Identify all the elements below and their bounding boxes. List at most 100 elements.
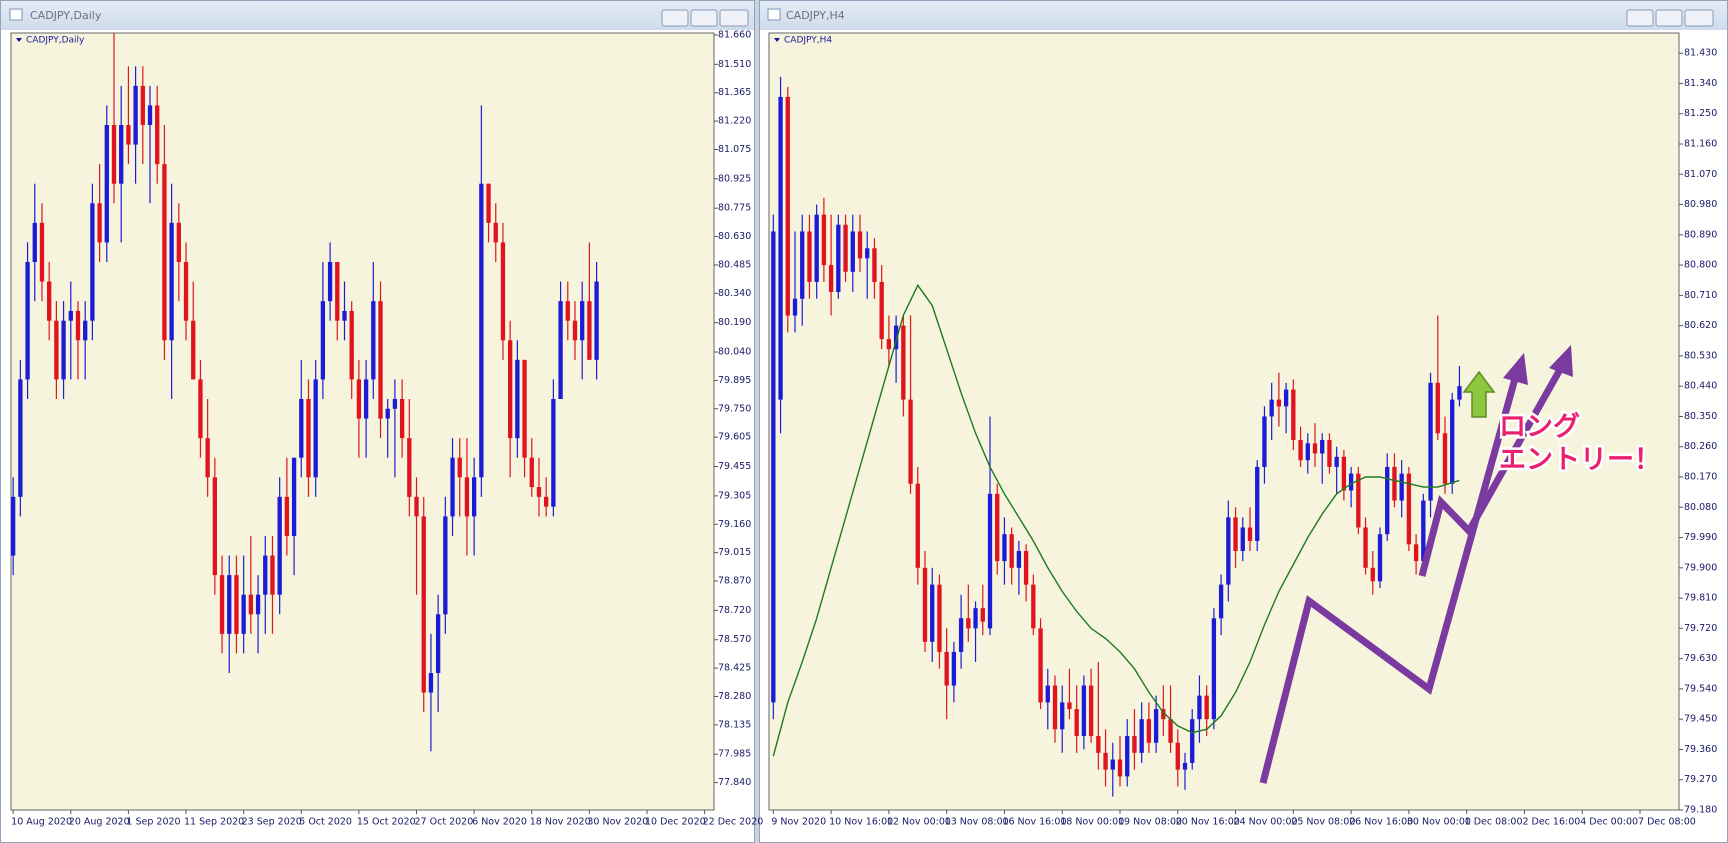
y-tick-label: 81.510 bbox=[718, 59, 751, 70]
candle-body bbox=[785, 96, 790, 316]
y-tick-label: 80.800 bbox=[1684, 260, 1717, 271]
candle-body bbox=[1081, 685, 1087, 736]
annotations: ロング エントリー！ bbox=[1259, 345, 1664, 784]
candle-body bbox=[104, 124, 109, 243]
x-tick-label: 22 Dec 2020 bbox=[703, 817, 764, 828]
y-tick-label: 79.605 bbox=[718, 432, 751, 443]
y-tick-label: 79.305 bbox=[718, 490, 751, 501]
y-tick-label: 80.485 bbox=[718, 259, 751, 270]
candle-body bbox=[1146, 719, 1152, 743]
y-tick-label: 81.250 bbox=[1684, 108, 1717, 119]
candle-body bbox=[879, 281, 884, 340]
candle-body bbox=[378, 301, 383, 419]
x-tick-label: 15 Oct 2020 bbox=[357, 817, 416, 828]
candle-body bbox=[1038, 628, 1043, 703]
candle-body bbox=[493, 222, 498, 243]
minimize-button[interactable] bbox=[1626, 9, 1654, 27]
candle-body bbox=[248, 594, 254, 615]
y-tick-label: 81.075 bbox=[718, 144, 751, 155]
y-tick-label: 79.015 bbox=[718, 547, 751, 558]
candle-body bbox=[915, 483, 920, 568]
candle-body bbox=[1327, 440, 1332, 467]
y-tick-label: 79.540 bbox=[1684, 683, 1717, 694]
arrow-head bbox=[1503, 353, 1528, 385]
candle-body bbox=[980, 608, 985, 622]
candle-body bbox=[176, 222, 181, 262]
y-tick-label: 80.350 bbox=[1684, 411, 1717, 422]
candle-body bbox=[522, 359, 527, 458]
x-tick-label: 10 Dec 2020 bbox=[645, 817, 706, 828]
candle-body bbox=[937, 584, 942, 652]
candle-body bbox=[1031, 584, 1036, 629]
candle-body bbox=[1341, 456, 1347, 491]
x-tick-label: 26 Nov 16:00 bbox=[1349, 817, 1413, 828]
candle-body bbox=[551, 398, 556, 507]
candle-body bbox=[951, 651, 957, 686]
candle-body bbox=[1247, 527, 1253, 541]
candle-body bbox=[987, 493, 993, 629]
x-tick-label: 13 Nov 08:00 bbox=[945, 817, 1009, 828]
y-tick-label: 80.630 bbox=[718, 231, 751, 242]
x-tick-label: 10 Nov 16:00 bbox=[829, 817, 893, 828]
candle-body bbox=[435, 614, 441, 673]
y-tick-label: 81.365 bbox=[718, 87, 751, 98]
candle-body bbox=[565, 301, 570, 321]
close-button[interactable] bbox=[1684, 9, 1714, 27]
y-tick-label: 81.660 bbox=[718, 29, 751, 40]
candle-body bbox=[299, 398, 304, 458]
candle-body bbox=[342, 310, 347, 321]
candles bbox=[11, 33, 599, 752]
window-icon bbox=[767, 8, 781, 21]
candle-body bbox=[1067, 702, 1072, 710]
y-tick-label: 80.775 bbox=[718, 203, 751, 214]
candle-body bbox=[147, 105, 153, 125]
candle-body bbox=[1096, 736, 1101, 753]
candle-body bbox=[1298, 440, 1303, 461]
close-button[interactable] bbox=[719, 9, 749, 27]
y-tick-label: 81.070 bbox=[1684, 169, 1717, 180]
candle-body bbox=[944, 651, 949, 686]
candle-body bbox=[335, 261, 340, 321]
candle-body bbox=[291, 457, 297, 536]
candle-body bbox=[32, 222, 37, 262]
candle-body bbox=[407, 438, 412, 497]
candle-body bbox=[1312, 443, 1318, 454]
y-tick-label: 81.430 bbox=[1684, 48, 1717, 59]
maximize-button[interactable] bbox=[1655, 9, 1683, 27]
candle-body bbox=[814, 214, 819, 282]
candle-body bbox=[1305, 443, 1310, 461]
candle-body bbox=[973, 608, 978, 629]
candle-body bbox=[212, 477, 218, 576]
x-tick-label: 1 Dec 08:00 bbox=[1465, 817, 1523, 828]
candle-body bbox=[191, 320, 196, 380]
maximize-button[interactable] bbox=[690, 9, 718, 27]
x-tick-label: 1 Sep 2020 bbox=[126, 817, 180, 828]
candle-body bbox=[1182, 762, 1188, 770]
candle-body bbox=[1190, 719, 1195, 763]
candle-body bbox=[836, 224, 841, 292]
candle-body bbox=[966, 618, 971, 629]
x-tick-label: 6 Nov 2020 bbox=[472, 817, 527, 828]
candle-body bbox=[1348, 473, 1354, 491]
candles bbox=[771, 76, 1462, 797]
candle-body bbox=[1385, 466, 1390, 535]
candle-body bbox=[270, 555, 275, 595]
candle-body bbox=[111, 124, 117, 184]
candle-body bbox=[922, 567, 928, 642]
candle-body bbox=[219, 575, 225, 634]
candle-body bbox=[1283, 389, 1289, 407]
candle-body bbox=[1320, 440, 1325, 454]
candle-body bbox=[1255, 466, 1260, 541]
y-tick-label: 81.220 bbox=[718, 116, 751, 127]
candle-body bbox=[1226, 517, 1231, 585]
candle-body bbox=[198, 379, 203, 439]
candle-body bbox=[464, 477, 470, 517]
candle-body bbox=[1125, 736, 1130, 777]
candle-body bbox=[234, 575, 239, 634]
candle-body bbox=[39, 222, 45, 282]
candle-body bbox=[544, 496, 549, 507]
candle-body bbox=[807, 231, 812, 282]
minimize-button[interactable] bbox=[661, 9, 689, 27]
candle-body bbox=[1153, 709, 1159, 743]
candle-body bbox=[1060, 702, 1065, 730]
